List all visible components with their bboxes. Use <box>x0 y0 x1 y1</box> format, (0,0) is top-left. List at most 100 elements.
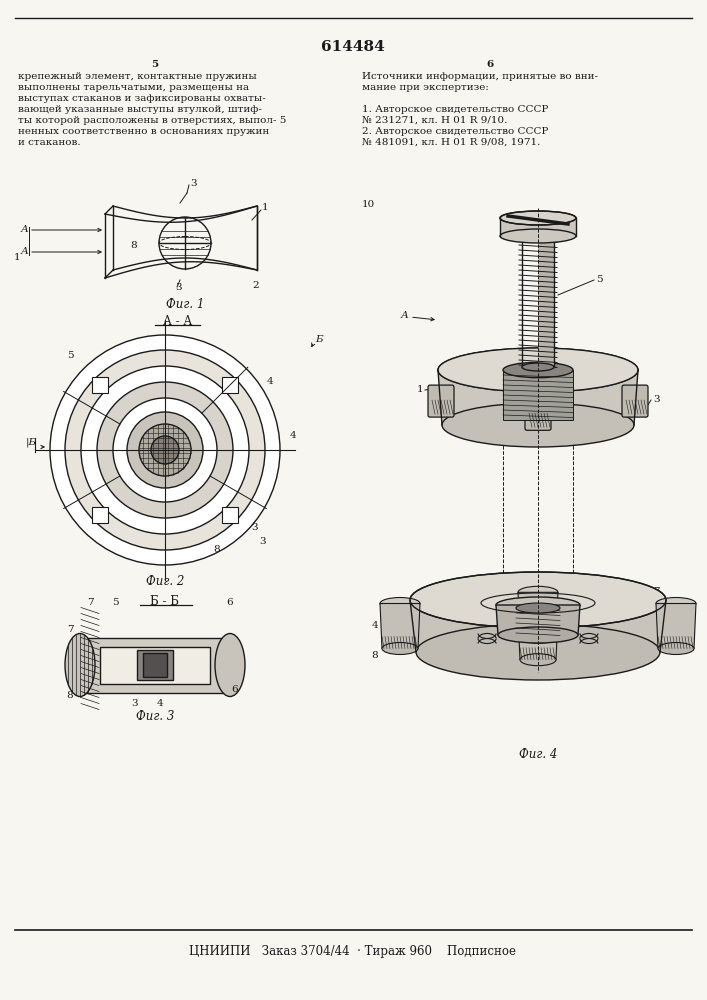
Text: 1: 1 <box>14 253 21 262</box>
Text: 7: 7 <box>66 626 74 635</box>
Circle shape <box>113 398 217 502</box>
Text: 6: 6 <box>486 60 493 69</box>
Polygon shape <box>538 240 554 367</box>
Bar <box>80 638 230 692</box>
Polygon shape <box>503 370 573 420</box>
Text: 4: 4 <box>678 646 684 654</box>
Ellipse shape <box>382 643 418 654</box>
FancyBboxPatch shape <box>92 377 108 393</box>
Text: 3: 3 <box>175 284 182 292</box>
Ellipse shape <box>500 211 576 225</box>
Text: 4: 4 <box>157 698 163 708</box>
Text: 4: 4 <box>290 430 296 440</box>
Ellipse shape <box>215 634 245 696</box>
Circle shape <box>139 424 191 476</box>
Text: 3: 3 <box>190 178 197 188</box>
Text: 5: 5 <box>112 598 118 607</box>
Circle shape <box>97 382 233 518</box>
Text: Источники информации, принятые во вни-: Источники информации, принятые во вни- <box>362 72 598 81</box>
Circle shape <box>127 412 203 488</box>
Text: ЦНИИПИ   Заказ 3704/44  · Тираж 960    Подписное: ЦНИИПИ Заказ 3704/44 · Тираж 960 Подписн… <box>189 945 517 958</box>
Text: Фиг. 3: Фиг. 3 <box>136 710 174 723</box>
Text: 2: 2 <box>252 280 259 290</box>
Bar <box>143 653 167 677</box>
Text: 4: 4 <box>267 377 274 386</box>
Ellipse shape <box>656 597 696 609</box>
Circle shape <box>151 436 179 464</box>
Ellipse shape <box>520 654 556 666</box>
Ellipse shape <box>518 609 558 621</box>
Text: 7: 7 <box>653 587 660 596</box>
Text: ты которой расположены в отверстиях, выпол- 5: ты которой расположены в отверстиях, вып… <box>18 116 286 125</box>
Text: 3: 3 <box>132 698 139 708</box>
FancyBboxPatch shape <box>222 377 238 393</box>
FancyBboxPatch shape <box>428 385 454 417</box>
Text: 5: 5 <box>151 60 158 69</box>
Bar <box>137 650 173 680</box>
Ellipse shape <box>522 363 554 371</box>
Ellipse shape <box>503 362 573 378</box>
Text: 7: 7 <box>653 610 660 619</box>
Ellipse shape <box>380 597 420 609</box>
Text: № 231271, кл. Н 01 R 9/10.: № 231271, кл. Н 01 R 9/10. <box>362 116 508 125</box>
Polygon shape <box>656 603 696 648</box>
Text: и стаканов.: и стаканов. <box>18 138 81 147</box>
Polygon shape <box>380 603 420 648</box>
Text: 3: 3 <box>653 395 660 404</box>
Ellipse shape <box>500 229 576 243</box>
Ellipse shape <box>442 403 634 447</box>
Ellipse shape <box>498 627 578 643</box>
Text: Фиг. 2: Фиг. 2 <box>146 575 185 588</box>
FancyBboxPatch shape <box>622 385 648 417</box>
Text: А: А <box>20 247 28 256</box>
Text: вающей указанные выступы втулкой, штиф-: вающей указанные выступы втулкой, штиф- <box>18 105 262 114</box>
Ellipse shape <box>416 624 660 680</box>
Text: Фиг. 1: Фиг. 1 <box>166 298 204 311</box>
Text: 5: 5 <box>596 275 602 284</box>
Text: А: А <box>20 226 28 234</box>
Ellipse shape <box>496 597 580 613</box>
Text: 3: 3 <box>252 524 258 532</box>
Text: 8: 8 <box>371 650 378 660</box>
Bar <box>100 647 210 684</box>
Ellipse shape <box>438 348 638 392</box>
Text: 10: 10 <box>362 200 375 209</box>
Ellipse shape <box>518 586 558 598</box>
Text: 6: 6 <box>232 686 238 694</box>
Text: 2. Авторское свидетельство СССР: 2. Авторское свидетельство СССР <box>362 127 549 136</box>
Text: 8: 8 <box>130 241 136 250</box>
Polygon shape <box>500 218 576 236</box>
Ellipse shape <box>516 603 560 613</box>
Ellipse shape <box>658 643 694 654</box>
Text: 8: 8 <box>618 662 624 672</box>
Polygon shape <box>496 605 580 635</box>
Text: Б - Б: Б - Б <box>151 595 180 608</box>
Text: 1: 1 <box>416 385 423 394</box>
Text: 7: 7 <box>87 598 93 607</box>
FancyBboxPatch shape <box>222 507 238 523</box>
Text: выступах стаканов и зафиксированы охваты-: выступах стаканов и зафиксированы охваты… <box>18 94 266 103</box>
Text: 8: 8 <box>214 546 221 554</box>
Polygon shape <box>438 370 638 425</box>
Ellipse shape <box>65 634 95 696</box>
Text: выполнены тарельчатыми, размещены на: выполнены тарельчатыми, размещены на <box>18 83 249 92</box>
Polygon shape <box>518 592 558 637</box>
Text: Б: Б <box>315 336 322 344</box>
Polygon shape <box>410 600 666 652</box>
Circle shape <box>65 350 265 550</box>
Text: 1. Авторское свидетельство СССР: 1. Авторское свидетельство СССР <box>362 105 549 114</box>
Text: 4: 4 <box>371 620 378 630</box>
Polygon shape <box>518 615 558 660</box>
Circle shape <box>81 366 249 534</box>
Text: 8: 8 <box>66 690 74 700</box>
FancyBboxPatch shape <box>525 398 551 430</box>
Ellipse shape <box>520 631 556 643</box>
Ellipse shape <box>410 572 666 628</box>
Text: Фиг. 4: Фиг. 4 <box>519 748 557 761</box>
Text: 6: 6 <box>227 598 233 607</box>
Text: А: А <box>400 310 408 320</box>
Text: 614484: 614484 <box>321 40 385 54</box>
Text: № 481091, кл. Н 01 R 9/08, 1971.: № 481091, кл. Н 01 R 9/08, 1971. <box>362 138 540 147</box>
Text: 6: 6 <box>653 631 660 640</box>
Text: А - А: А - А <box>163 315 192 328</box>
